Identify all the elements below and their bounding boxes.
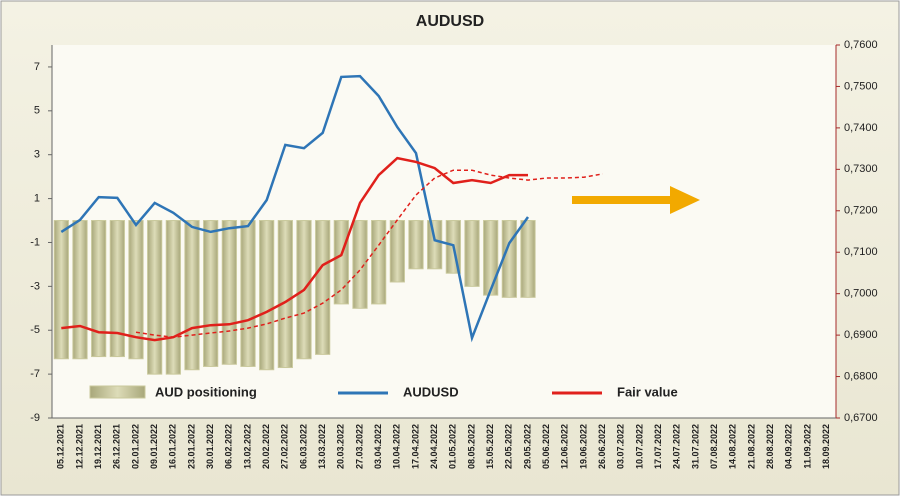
x-tick-label: 07.08.2022	[709, 424, 719, 469]
x-tick-label: 12.06.2022	[560, 424, 570, 469]
y2-tick-label: 0,7200	[844, 205, 878, 217]
x-tick-label: 27.03.2022	[354, 424, 364, 469]
x-tick-label: 12.12.2021	[74, 424, 84, 469]
x-tick-label: 11.09.2022	[802, 424, 812, 469]
bar	[147, 220, 163, 375]
y-tick-label: -5	[30, 324, 40, 336]
x-tick-label: 26.06.2022	[597, 424, 607, 469]
bar	[520, 220, 536, 298]
bar	[203, 220, 219, 367]
legend-swatch	[89, 385, 146, 399]
bar	[259, 220, 275, 371]
legend-label: AUD positioning	[155, 384, 257, 399]
bar	[240, 220, 256, 367]
x-tick-label: 06.02.2022	[224, 424, 234, 469]
bar	[464, 220, 480, 287]
bar	[371, 220, 387, 305]
y2-tick-label: 0,7100	[844, 246, 878, 258]
y2-tick-label: 0,7400	[844, 122, 878, 134]
bar	[184, 220, 200, 371]
line	[61, 156, 528, 342]
x-tick-label: 19.06.2022	[578, 424, 588, 469]
y-tick-label: -1	[30, 236, 40, 248]
x-tick-label: 17.07.2022	[653, 424, 663, 469]
x-tick-label: 05.12.2021	[56, 424, 66, 469]
x-tick-label: 20.03.2022	[336, 424, 346, 469]
y-tick-label: 1	[34, 192, 40, 204]
x-tick-label: 10.04.2022	[392, 424, 402, 469]
bar	[53, 220, 69, 360]
x-tick-label: 04.09.2022	[784, 424, 794, 469]
x-tick-label: 16.01.2022	[168, 424, 178, 469]
y2-tick-label: 0,7000	[844, 288, 878, 300]
x-tick-label: 09.01.2022	[149, 424, 159, 469]
x-tick-label: 03.07.2022	[616, 424, 626, 469]
x-tick-label: 20.02.2022	[261, 424, 271, 469]
line	[135, 169, 603, 338]
bar	[483, 220, 499, 296]
bar	[315, 220, 331, 355]
y2-tick-label: 0,7500	[844, 80, 878, 92]
legend-label: Fair value	[617, 384, 678, 399]
line	[60, 74, 530, 343]
x-tick-label: 14.08.2022	[728, 424, 738, 469]
x-tick-label: 26.12.2021	[112, 424, 122, 469]
x-tick-label: 03.04.2022	[373, 424, 383, 469]
chart-title: AUDUSD	[416, 13, 484, 30]
bar	[333, 220, 349, 305]
bar	[352, 220, 368, 309]
x-tick-label: 10.07.2022	[634, 424, 644, 469]
bar	[221, 220, 237, 365]
y-tick-label: -7	[30, 368, 40, 380]
y-tick-label: -3	[30, 280, 40, 292]
x-tick-label: 24.07.2022	[672, 424, 682, 469]
x-tick-label: 15.05.2022	[485, 424, 495, 469]
bar	[277, 220, 293, 369]
plot-area	[52, 45, 836, 418]
bar	[389, 220, 405, 283]
x-tick-label: 28.08.2022	[765, 424, 775, 469]
x-tick-label: 22.05.2022	[504, 424, 514, 469]
x-tick-label: 06.03.2022	[298, 424, 308, 469]
y2-tick-label: 0,7600	[844, 39, 878, 51]
x-tick-label: 27.02.2022	[280, 424, 290, 469]
y2-tick-label: 0,6700	[844, 412, 878, 424]
y-tick-label: 7	[34, 61, 40, 73]
x-tick-label: 30.01.2022	[205, 424, 215, 469]
x-tick-label: 01.05.2022	[448, 424, 458, 469]
x-tick-label: 31.07.2022	[690, 424, 700, 469]
x-tick-label: 08.05.2022	[466, 424, 476, 469]
y2-tick-label: 0,6900	[844, 329, 878, 341]
bar	[91, 220, 107, 358]
bar	[72, 220, 88, 360]
bar	[109, 220, 125, 358]
x-tick-label: 23.01.2022	[186, 424, 196, 469]
x-tick-label: 13.03.2022	[317, 424, 327, 469]
x-tick-label: 02.01.2022	[130, 424, 140, 469]
bar	[408, 220, 424, 270]
bar	[165, 220, 181, 375]
bar	[128, 220, 144, 360]
x-tick-label: 13.02.2022	[242, 424, 252, 469]
x-tick-label: 24.04.2022	[429, 424, 439, 469]
y-tick-label: 3	[34, 149, 40, 161]
arrow-head	[670, 186, 700, 214]
y-tick-label: 5	[34, 105, 40, 117]
bar	[501, 220, 517, 298]
y2-tick-label: 0,6800	[844, 370, 878, 382]
x-tick-label: 05.06.2022	[541, 424, 551, 469]
y-tick-label: -9	[30, 412, 40, 424]
bar	[427, 220, 443, 270]
x-tick-label: 29.05.2022	[522, 424, 532, 469]
y2-tick-label: 0,7300	[844, 163, 878, 175]
x-tick-label: 17.04.2022	[410, 424, 420, 469]
legend-label: AUDUSD	[403, 384, 459, 399]
x-tick-label: 19.12.2021	[93, 424, 103, 469]
x-tick-label: 21.08.2022	[746, 424, 756, 469]
x-tick-label: 18.09.2022	[821, 424, 831, 469]
